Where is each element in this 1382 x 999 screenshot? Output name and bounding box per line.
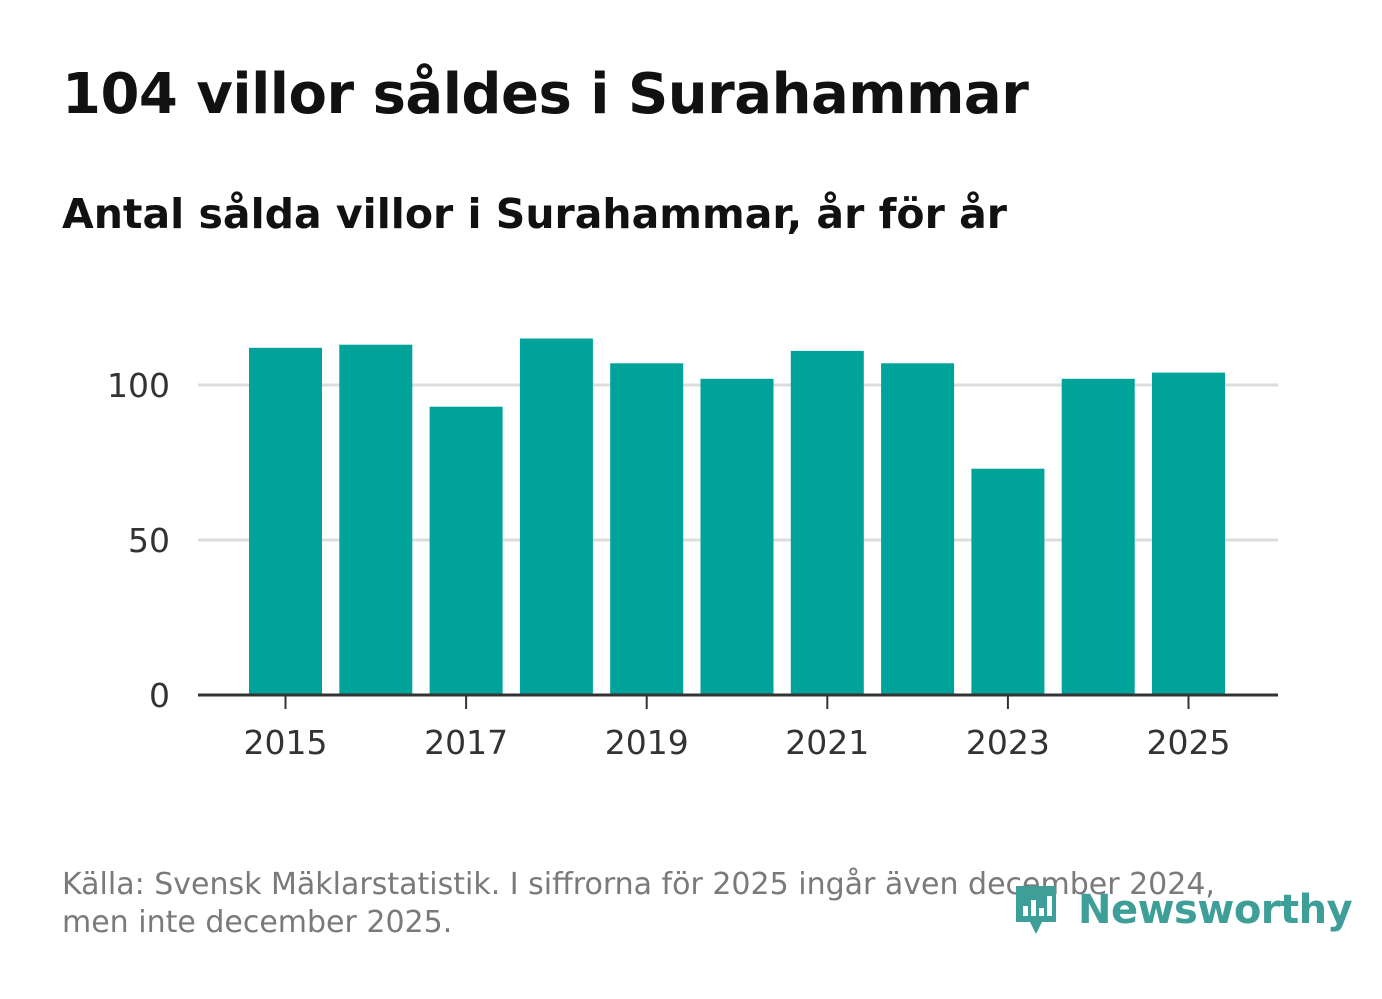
y-tick-label-50: 50 [128,521,170,560]
bar-2019 [610,363,684,695]
x-axis [198,693,1278,709]
x-tick-labels: 2015 2017 2019 2021 2023 2025 [244,723,1231,762]
bars [249,338,1225,695]
x-tick-label-2019: 2019 [605,723,689,762]
x-tick-label-2021: 2021 [785,723,869,762]
bar-2021 [790,350,864,695]
y-axis: 0 50 100 [107,366,170,715]
bar-2018 [519,338,593,695]
bar-2025 [1152,372,1225,695]
brand-name: Newsworthy [1078,887,1353,933]
x-tick-label-2023: 2023 [966,723,1050,762]
x-tick-label-2017: 2017 [424,723,508,762]
bar-2016 [339,344,413,695]
bar-2015 [249,347,322,695]
newsworthy-logo: Newsworthy [1012,880,1353,940]
bar-2017 [429,406,503,695]
y-tick-label-100: 100 [107,366,170,405]
newsworthy-logo-icon [1016,886,1056,934]
x-tick-label-2015: 2015 [244,723,328,762]
bar-2024 [1061,378,1135,695]
chart-title: 104 villor såldes i Surahammar [62,62,1029,127]
bar-2023 [971,468,1045,695]
bar-2020 [700,378,774,695]
bar-2022 [881,363,955,695]
y-tick-label-0: 0 [149,676,170,715]
chart-subtitle: Antal sålda villor i Surahammar, år för … [62,190,1007,238]
x-tick-label-2025: 2025 [1147,723,1231,762]
